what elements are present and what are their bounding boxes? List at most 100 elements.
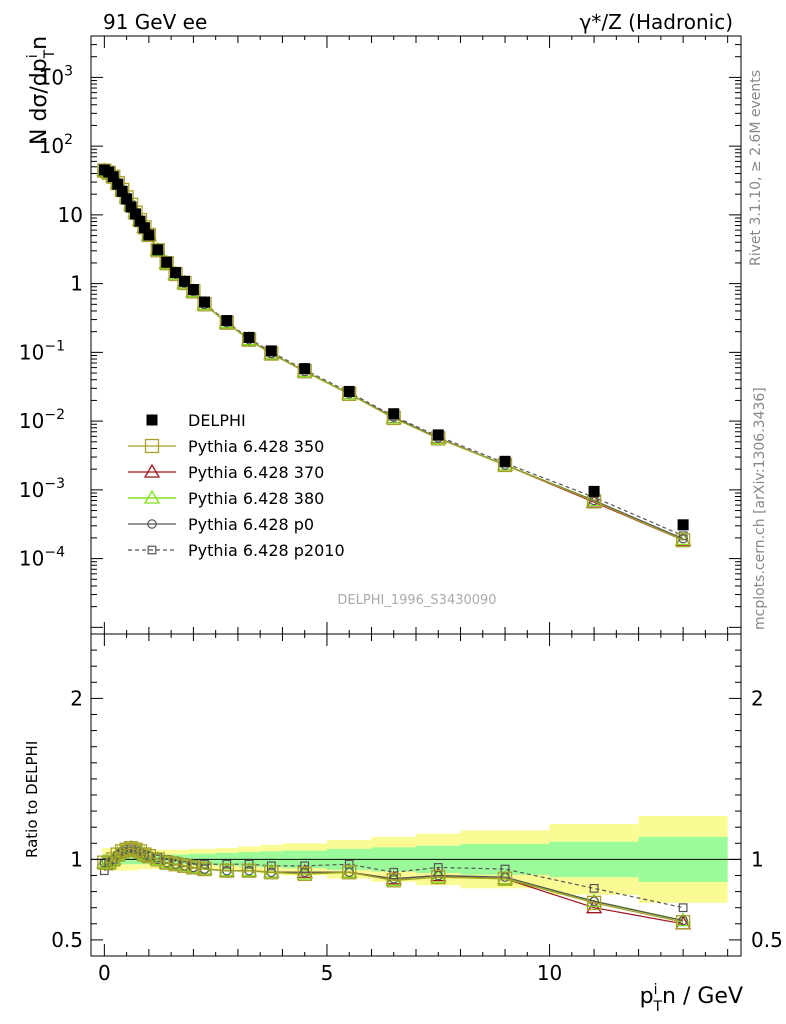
main-point-data: [388, 408, 400, 420]
ratio-point-p350: [197, 861, 212, 877]
main-point-p350: [150, 243, 165, 258]
ratio-y-tick-label-left: 1: [70, 847, 83, 871]
legend-label-data: DELPHI: [188, 411, 246, 430]
main-y-tick-label: 10−4: [19, 545, 65, 571]
legend-marker-p350: [144, 438, 160, 454]
legend-label-p370: Pythia 6.428 370: [188, 463, 324, 482]
legend: DELPHI Pythia 6.428 350 Pythia 6.428 370 Py…: [128, 411, 345, 560]
main-line-p370: [104, 170, 684, 541]
main-y-tick-label: 102: [39, 132, 73, 158]
ratio-y-tick-label-left: 2: [70, 686, 83, 710]
ratio-point-p2010: [589, 883, 599, 893]
legend-marker-p380: [143, 489, 161, 504]
ratio-point-p350: [141, 849, 157, 864]
main-y-tick-label: 103: [39, 63, 73, 89]
main-point-data: [134, 215, 146, 227]
ratio-point-p0: [170, 859, 181, 870]
main-series-p370: [96, 162, 692, 546]
x-tick-label: 5: [321, 961, 334, 985]
ratio-frame: [90, 633, 742, 957]
ratio-point-p350: [586, 895, 602, 911]
legend-marker-p0: [147, 519, 157, 529]
ratio-y-tick-label-right: 0.5: [751, 928, 783, 952]
ratio-y-tick-label-left: 0.5: [51, 928, 83, 952]
ratio-point-p0: [299, 867, 310, 878]
main-point-data: [125, 201, 137, 213]
ratio-point-p350: [219, 863, 234, 878]
ratio-point-p350: [342, 865, 357, 880]
main-point-data: [130, 208, 142, 220]
legend-label-p0: Pythia 6.428 p0: [188, 515, 314, 534]
main-y-tick-label: 1: [70, 272, 83, 296]
ratio-point-p350: [150, 852, 165, 867]
ratio-point-p2010: [389, 867, 399, 877]
main-point-data: [161, 256, 173, 268]
main-point-data: [121, 193, 133, 205]
main-line-p350: [104, 170, 684, 541]
ratio-point-p380: [122, 839, 140, 854]
main-y-tick-label: 10−1: [19, 338, 65, 364]
ratio-y-tick-label-right: 2: [751, 686, 764, 710]
legend-label-p2010: Pythia 6.428 p2010: [188, 541, 345, 560]
ratio-point-p0: [161, 857, 172, 868]
header-left-title: 91 GeV ee: [103, 10, 207, 34]
x-tick-label: 0: [98, 961, 111, 985]
ratio-point-p350: [159, 855, 174, 870]
x-tick-label: 10: [537, 961, 562, 985]
main-point-data: [243, 331, 255, 343]
ratio-point-p380: [240, 862, 258, 877]
main-y-tick-label: 10−3: [19, 476, 65, 502]
ratio-point-p370: [430, 867, 447, 882]
ratio-point-p350: [106, 852, 121, 867]
main-point-data: [112, 178, 124, 190]
ratio-point-p380: [218, 862, 235, 877]
ratio-point-p2010: [300, 861, 310, 871]
ratio-point-p2010: [678, 903, 688, 913]
ratio-point-p0: [139, 849, 150, 860]
ratio-line-p2010: [103, 849, 684, 909]
main-point-data: [677, 519, 689, 531]
main-point-data: [299, 363, 311, 375]
ratio-point-p380: [341, 863, 358, 878]
legend-item-p380: Pythia 6.428 380: [128, 489, 324, 508]
main-point-data: [187, 284, 199, 296]
ratio-point-p350: [168, 857, 183, 872]
main-point-data: [265, 345, 277, 357]
ratio-point-p380: [296, 865, 313, 880]
legend-marker-data: [146, 414, 158, 426]
main-point-data: [116, 185, 128, 197]
main-series-p2010: [99, 167, 688, 541]
legend-label-p380: Pythia 6.428 380: [188, 489, 324, 508]
ratio-point-p350: [297, 866, 312, 882]
ratio-point-p380: [263, 863, 280, 878]
legend-item-p350: Pythia 6.428 350: [128, 437, 324, 456]
ratio-point-p350: [186, 860, 201, 875]
main-line-p0: [104, 170, 684, 540]
ratio-point-p350: [264, 865, 279, 880]
plot-frames: 10−4 10−3 10−2 10−1 1 10 102 103 0 5 10 0.5 0.5 1 1 2 2: [19, 35, 783, 985]
main-point-data: [178, 275, 190, 287]
ratio-point-p0: [500, 872, 510, 882]
ratio-point-p350: [132, 844, 148, 859]
main-y-tick-label: 10−2: [19, 407, 65, 433]
ratio-point-p0: [388, 873, 399, 884]
ratio-point-p0: [179, 861, 190, 871]
main-series-p380: [96, 162, 692, 546]
main-panel: [96, 162, 692, 548]
legend-label-p350: Pythia 6.428 350: [188, 437, 324, 456]
ratio-point-p0: [678, 915, 688, 926]
ratio-point-p350: [431, 869, 446, 885]
main-point-data: [170, 267, 182, 279]
legend-marker-p370: [143, 463, 161, 478]
main-point-data: [588, 485, 600, 497]
main-point-data: [138, 222, 150, 234]
main-point-data: [499, 455, 511, 467]
legend-item-p370: Pythia 6.428 370: [128, 463, 324, 482]
ratio-y-axis-label: Ratio to DELPHI: [23, 741, 41, 858]
ratio-point-p380: [136, 846, 153, 861]
ratio-y-tick-label-right: 1: [751, 847, 764, 871]
main-point-data: [107, 171, 119, 183]
main-point-data: [199, 296, 211, 308]
ratio-panel: [91, 839, 741, 930]
